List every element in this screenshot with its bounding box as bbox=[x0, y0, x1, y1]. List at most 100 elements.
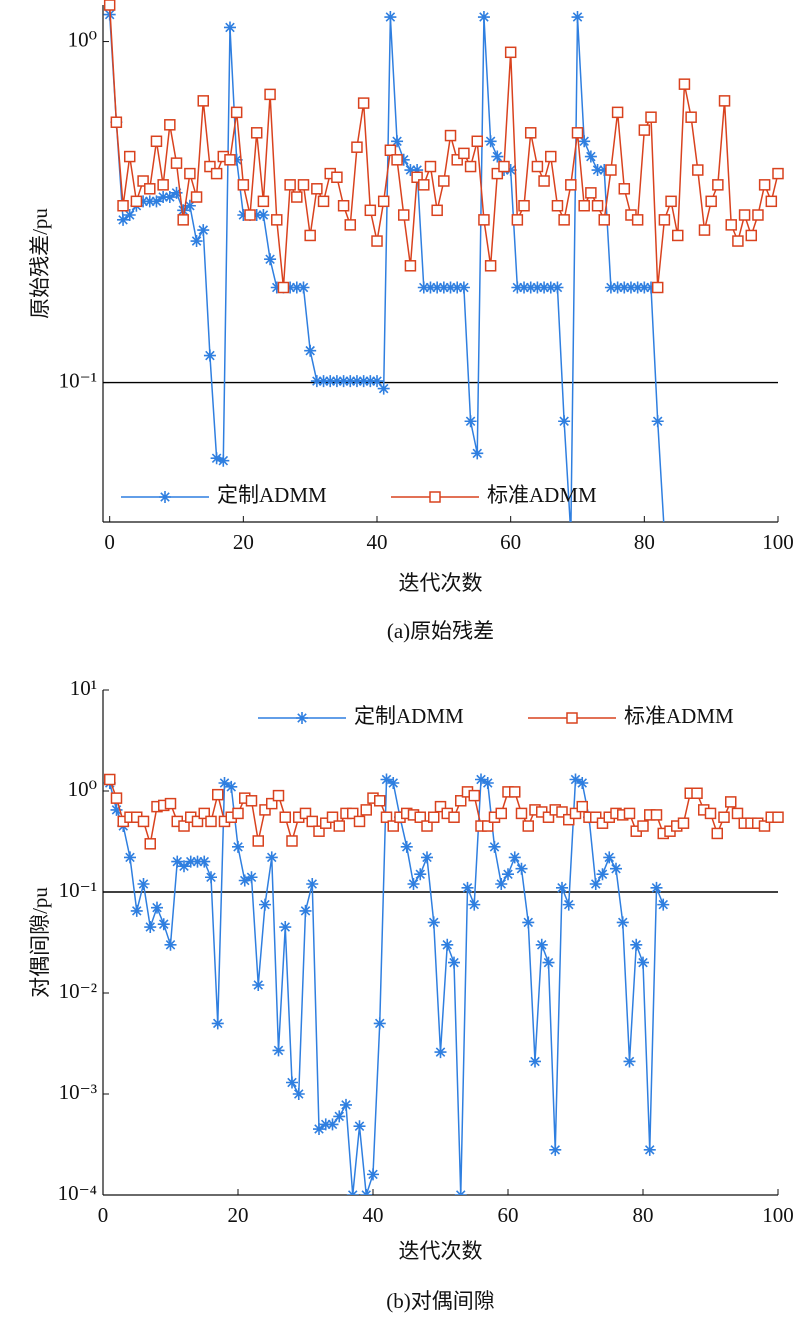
marker bbox=[364, 204, 377, 217]
marker bbox=[515, 807, 528, 820]
marker bbox=[137, 878, 150, 891]
marker bbox=[104, 773, 116, 786]
marker bbox=[252, 835, 264, 847]
marker bbox=[150, 135, 163, 148]
marker bbox=[380, 811, 393, 823]
marker bbox=[471, 135, 484, 148]
marker bbox=[504, 46, 517, 59]
marker bbox=[110, 803, 123, 816]
marker bbox=[556, 881, 568, 894]
marker bbox=[538, 281, 551, 294]
marker bbox=[508, 851, 521, 864]
marker bbox=[491, 150, 504, 163]
marker bbox=[286, 835, 298, 847]
marker bbox=[137, 195, 150, 208]
marker bbox=[326, 1118, 339, 1131]
marker bbox=[171, 855, 184, 868]
marker bbox=[623, 807, 636, 820]
marker bbox=[284, 179, 296, 191]
marker bbox=[400, 840, 413, 853]
marker bbox=[225, 780, 238, 793]
marker bbox=[110, 792, 123, 804]
marker bbox=[542, 956, 555, 969]
marker bbox=[130, 195, 143, 208]
marker bbox=[190, 191, 203, 203]
marker bbox=[531, 281, 544, 294]
marker bbox=[658, 214, 671, 226]
marker bbox=[495, 878, 508, 891]
marker bbox=[103, 0, 116, 11]
marker bbox=[731, 807, 744, 820]
marker bbox=[320, 817, 332, 829]
x-tick-label: 20 bbox=[233, 530, 254, 554]
marker bbox=[685, 111, 697, 123]
marker bbox=[377, 195, 390, 208]
marker bbox=[183, 199, 196, 212]
marker bbox=[144, 183, 156, 195]
marker bbox=[265, 851, 278, 864]
marker bbox=[159, 491, 171, 503]
marker bbox=[311, 183, 323, 195]
y-tick-label: 10⁻¹ bbox=[59, 368, 97, 392]
marker bbox=[421, 820, 433, 832]
marker bbox=[266, 797, 278, 810]
marker bbox=[170, 157, 183, 169]
marker bbox=[232, 807, 244, 820]
marker bbox=[178, 820, 190, 832]
marker bbox=[605, 164, 617, 176]
marker bbox=[650, 809, 663, 821]
marker bbox=[371, 235, 383, 247]
marker bbox=[705, 195, 717, 208]
marker bbox=[596, 817, 609, 829]
marker bbox=[765, 195, 778, 208]
marker bbox=[417, 281, 430, 294]
marker bbox=[518, 199, 530, 212]
marker bbox=[484, 135, 497, 148]
marker bbox=[569, 807, 582, 820]
marker bbox=[297, 281, 310, 294]
plot bbox=[103, 0, 784, 540]
marker bbox=[518, 281, 531, 294]
x-tick-label: 80 bbox=[634, 530, 655, 554]
marker bbox=[411, 164, 424, 177]
marker bbox=[658, 528, 670, 540]
marker bbox=[414, 868, 427, 881]
marker bbox=[591, 199, 604, 212]
x-tick-label: 40 bbox=[367, 530, 388, 554]
marker bbox=[672, 229, 684, 242]
marker bbox=[488, 840, 501, 853]
marker bbox=[631, 214, 644, 226]
marker bbox=[191, 855, 204, 868]
marker bbox=[252, 979, 265, 992]
marker bbox=[137, 175, 149, 187]
marker bbox=[424, 281, 437, 294]
marker bbox=[157, 191, 170, 204]
y-tick-label: 10⁻⁴ bbox=[58, 1181, 97, 1205]
marker bbox=[407, 878, 420, 891]
x-tick-label: 40 bbox=[363, 1203, 384, 1227]
marker bbox=[124, 851, 136, 864]
marker bbox=[611, 106, 624, 119]
marker bbox=[475, 773, 487, 786]
marker bbox=[545, 150, 557, 163]
marker bbox=[451, 154, 463, 166]
marker bbox=[645, 111, 657, 123]
marker bbox=[464, 415, 477, 428]
marker bbox=[330, 375, 343, 388]
marker bbox=[184, 167, 196, 180]
marker bbox=[117, 199, 129, 212]
x-tick-label: 0 bbox=[98, 1203, 109, 1227]
marker bbox=[164, 938, 177, 951]
marker bbox=[110, 116, 123, 128]
marker bbox=[337, 199, 350, 212]
legend-label: 定制ADMM bbox=[354, 704, 464, 728]
marker bbox=[177, 204, 190, 217]
x-tick-label: 60 bbox=[498, 1203, 519, 1227]
marker bbox=[304, 229, 316, 242]
marker bbox=[576, 800, 588, 813]
marker bbox=[299, 807, 312, 820]
marker bbox=[344, 375, 357, 388]
marker bbox=[384, 11, 397, 24]
marker bbox=[454, 1189, 467, 1195]
marker bbox=[424, 160, 437, 173]
